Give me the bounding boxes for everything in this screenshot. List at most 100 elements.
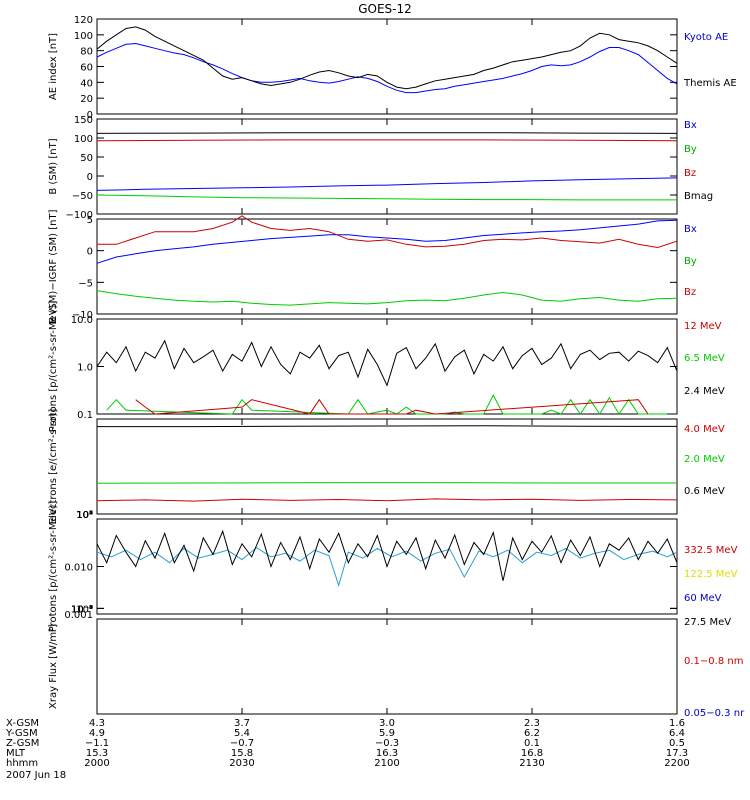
x-row-value: 3.7 bbox=[234, 718, 250, 729]
y-axis-label: Xray Flux [W/m²] bbox=[48, 624, 59, 709]
y-tick-label: 150 bbox=[74, 115, 93, 126]
x-row-label: hhmm bbox=[6, 758, 38, 769]
x-row-value: 1.6 bbox=[669, 718, 685, 729]
x-row-value: 5.9 bbox=[379, 728, 395, 739]
series-line-12-mev bbox=[135, 398, 649, 415]
panel-3: −10 −5 0 5 B (SM)−IGRF (SM) [nT] Bx By Bz bbox=[48, 209, 697, 323]
x-row-label: Z-GSM bbox=[6, 738, 39, 749]
x-row-label: MLT bbox=[6, 748, 26, 759]
y-tick-label: 10⁻⁴ bbox=[71, 604, 93, 615]
y-tick-label: 0 bbox=[87, 247, 93, 258]
y-tick-label: 10⁻⁸ bbox=[71, 604, 93, 615]
legend-item: 332.5 MeV bbox=[684, 545, 738, 556]
date-label: 2007 Jun 18 bbox=[6, 770, 66, 781]
x-row-value: −1.1 bbox=[85, 738, 109, 749]
legend-item: Kyoto AE bbox=[684, 32, 728, 43]
y-tick-label: 10⁻² bbox=[71, 604, 93, 615]
x-row-value: −0.3 bbox=[375, 738, 399, 749]
y-tick-label: 20 bbox=[80, 94, 93, 105]
y-tick-label: −5 bbox=[78, 278, 93, 289]
legend-item: Bmag bbox=[684, 191, 713, 202]
x-row-value: 2200 bbox=[664, 758, 689, 769]
series-line-themis-ae bbox=[96, 26, 678, 90]
panel-frame bbox=[96, 618, 678, 715]
x-row-value: 4.3 bbox=[89, 718, 105, 729]
panel-6: 0.001 0.010 Protons [p/(cm²-s-sr-MeV)] 332.… bbox=[48, 501, 738, 633]
legend-item: 0.05−0.3 nr bbox=[684, 708, 745, 719]
y-tick-label: 100 bbox=[74, 31, 93, 42]
panel-7: 10⁻⁸10⁻⁶10⁻⁴10⁻²10⁰ Xray Flux [W/m²] 0.1−0… bbox=[48, 604, 745, 719]
panel-2: −100 −50 0 50 100 150 B (SM) [nT] Bx By Bz Bmag bbox=[48, 115, 713, 221]
legend-item: 0.1−0.8 nm bbox=[684, 656, 743, 667]
y-tick-label: 10⁻⁶ bbox=[71, 604, 93, 615]
legend-item: 4.0 MeV bbox=[684, 424, 725, 435]
x-row-value: 2.3 bbox=[524, 718, 540, 729]
y-tick-label: 40 bbox=[80, 78, 93, 89]
y-tick-label: 10⁴ bbox=[76, 510, 93, 521]
series-line-kyoto-ae bbox=[96, 42, 678, 94]
series-line-60-mev bbox=[96, 546, 678, 588]
x-row-value: 5.4 bbox=[234, 728, 250, 739]
series-line-by bbox=[96, 290, 678, 306]
x-row-value: 17.3 bbox=[666, 748, 688, 759]
legend-item: Bx bbox=[684, 120, 697, 131]
legend-item: Bz bbox=[684, 168, 696, 179]
x-row-value: 2000 bbox=[84, 758, 109, 769]
x-row-value: 15.8 bbox=[231, 748, 253, 759]
y-tick-label: 100 bbox=[74, 134, 93, 145]
y-axis-label: B (SM) [nT] bbox=[48, 138, 59, 194]
plot-title: GOES-12 bbox=[358, 2, 412, 16]
series-line-bx bbox=[96, 177, 678, 191]
y-tick-label: 10² bbox=[76, 510, 93, 521]
legend-item: Bz bbox=[684, 287, 696, 298]
y-tick-label: −100 bbox=[66, 210, 93, 221]
y-tick-label: 10⁰ bbox=[76, 604, 93, 615]
y-tick-label: 0 bbox=[87, 110, 93, 121]
legend-item: 6.5 MeV bbox=[684, 353, 725, 364]
series-line-bz bbox=[96, 139, 678, 142]
series-line-bmag bbox=[96, 132, 678, 134]
x-axis-labels: X-GSM 4.3 3.7 3.0 2.3 1.6 Y-GSM 4.9 5.4 5.9 6.2 6.4… bbox=[5, 718, 690, 769]
legend-item: By bbox=[684, 144, 697, 155]
y-tick-label: 60 bbox=[80, 63, 93, 74]
x-row-value: 6.2 bbox=[524, 728, 540, 739]
legend-item: 2.4 MeV bbox=[684, 386, 725, 397]
y-tick-label: 50 bbox=[80, 153, 93, 164]
x-row-value: 2100 bbox=[374, 758, 399, 769]
y-axis-label: AE index [nT] bbox=[48, 33, 59, 100]
y-tick-label: 10⁵ bbox=[76, 510, 93, 521]
x-row-value: 15.3 bbox=[86, 748, 108, 759]
y-tick-label: 5 bbox=[87, 215, 93, 226]
panel-frame bbox=[96, 18, 678, 115]
series-line-2-0-mev bbox=[96, 482, 677, 484]
y-tick-label: 10⁶ bbox=[76, 510, 93, 521]
series-line-bz bbox=[97, 215, 678, 249]
y-tick-label: 1.0 bbox=[77, 363, 93, 374]
x-row-label: Y-GSM bbox=[5, 728, 38, 739]
panel-frame bbox=[96, 218, 678, 315]
y-axis-label: Protons [p/(cm²-s-sr-MeV)] bbox=[48, 501, 59, 633]
legend-item: 122.5 MeV bbox=[684, 569, 738, 580]
legend-item: 27.5 MeV bbox=[684, 617, 731, 628]
y-tick-label: 10³ bbox=[76, 510, 93, 521]
x-row-value: 4.9 bbox=[89, 728, 105, 739]
x-row-value: 0.1 bbox=[524, 738, 540, 749]
x-row-value: 3.0 bbox=[379, 718, 395, 729]
y-tick-label: 10.0 bbox=[71, 315, 93, 326]
y-axis-label: Protons [p/(cm²-s-sr-MeV)] bbox=[48, 301, 59, 433]
series-line-2-4-mev bbox=[96, 339, 678, 387]
panel-1: 0 20 40 60 80 100 120 AE index [nT] Kyoto AE Them… bbox=[48, 15, 737, 121]
legend-item: 60 MeV bbox=[684, 593, 722, 604]
y-tick-label: 80 bbox=[80, 47, 93, 58]
series-line-by bbox=[96, 194, 677, 201]
y-tick-label: 10¹ bbox=[76, 510, 93, 521]
y-tick-label: 0 bbox=[87, 172, 93, 183]
series-line-27-5-mev bbox=[96, 529, 678, 581]
x-row-value: 0.5 bbox=[669, 738, 685, 749]
x-row-value: 2130 bbox=[519, 758, 544, 769]
y-axis-label: Electrons [e/(cm²-s-sr)] bbox=[48, 409, 59, 525]
y-tick-label: −50 bbox=[72, 191, 93, 202]
x-row-value: 2030 bbox=[229, 758, 254, 769]
